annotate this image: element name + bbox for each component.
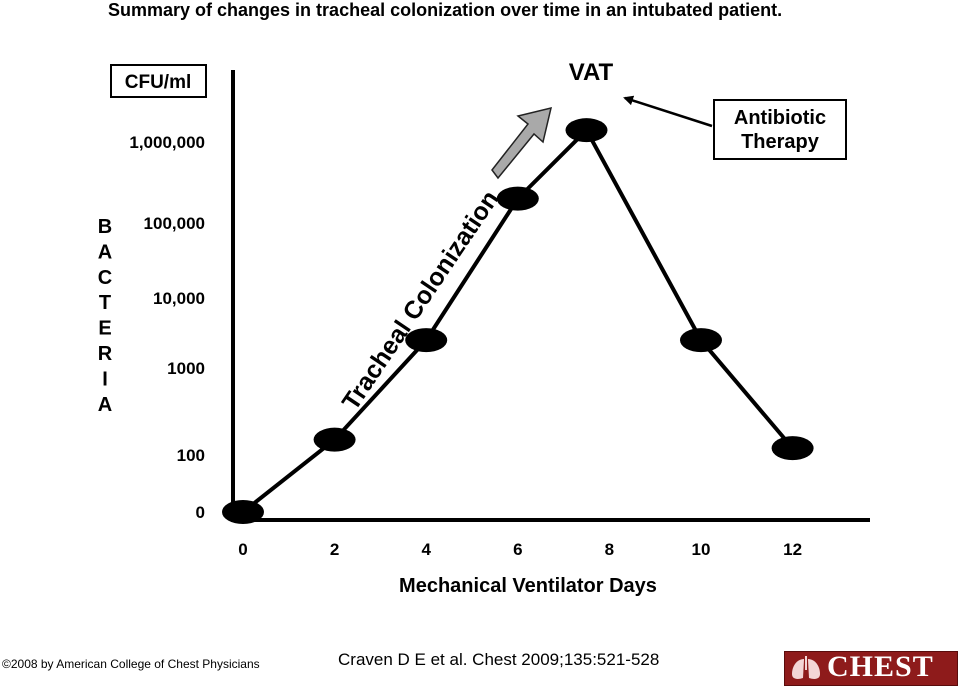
y-axis-label-letter: R — [98, 343, 113, 365]
y-axis-label-letter: A — [98, 241, 112, 263]
data-point — [313, 427, 356, 452]
annotation-vat: VAT — [569, 59, 614, 86]
data-point — [680, 328, 722, 353]
x-tick-label: 4 — [421, 540, 431, 559]
y-axis-label-letter: C — [98, 267, 112, 289]
lungs-icon — [792, 656, 820, 679]
y-tick-label: 100,000 — [144, 214, 205, 233]
data-points — [222, 118, 814, 524]
y-tick-label: 1,000,000 — [129, 133, 205, 152]
y-tick-labels: 0 100 1000 10,000 100,000 1,000,000 — [129, 133, 205, 522]
x-tick-label: 10 — [692, 540, 711, 559]
data-point — [771, 436, 814, 461]
y-tick-label: 0 — [196, 503, 205, 522]
x-tick-label: 8 — [605, 540, 614, 559]
antibiotic-arrow — [623, 95, 713, 128]
unit-label-box — [110, 64, 207, 98]
y-axis-label-letter: A — [98, 394, 112, 416]
gray-arrow — [491, 106, 553, 180]
y-axis-label-letter: E — [98, 318, 111, 340]
x-tick-label: 0 — [238, 540, 247, 559]
chest-logo-text: CHEST — [827, 650, 934, 683]
y-axis-label-letter: B — [98, 216, 112, 238]
x-tick-label: 12 — [783, 540, 802, 559]
y-axis-label-letter: I — [102, 368, 108, 390]
data-point — [565, 118, 608, 143]
annotation-tracheal-colonization: Tracheal Colonization — [337, 185, 505, 415]
annotation-antibiotic-therapy: Antibiotic Therapy — [734, 107, 826, 153]
chest-logo: CHEST — [784, 650, 958, 686]
x-tick-labels: 0 2 4 6 8 10 12 — [238, 540, 802, 559]
data-point — [496, 186, 539, 211]
x-tick-label: 6 — [513, 540, 522, 559]
antibiotic-therapy-box — [713, 99, 847, 160]
y-axis-label-letter: T — [99, 292, 111, 314]
unit-label: CFU/ml — [125, 72, 192, 93]
page-title: Summary of changes in tracheal colonizat… — [108, 0, 783, 20]
x-tick-label: 2 — [330, 540, 339, 559]
data-point — [405, 328, 448, 353]
y-tick-label: 100 — [177, 446, 205, 465]
citation-text: Craven D E et al. Chest 2009;135:521-528 — [338, 650, 660, 669]
x-axis-title: Mechanical Ventilator Days — [399, 575, 657, 597]
y-tick-label: 10,000 — [153, 289, 205, 308]
copyright-text: ©2008 by American College of Chest Physi… — [2, 657, 260, 671]
data-point — [222, 500, 264, 524]
y-tick-label: 1000 — [167, 359, 205, 378]
